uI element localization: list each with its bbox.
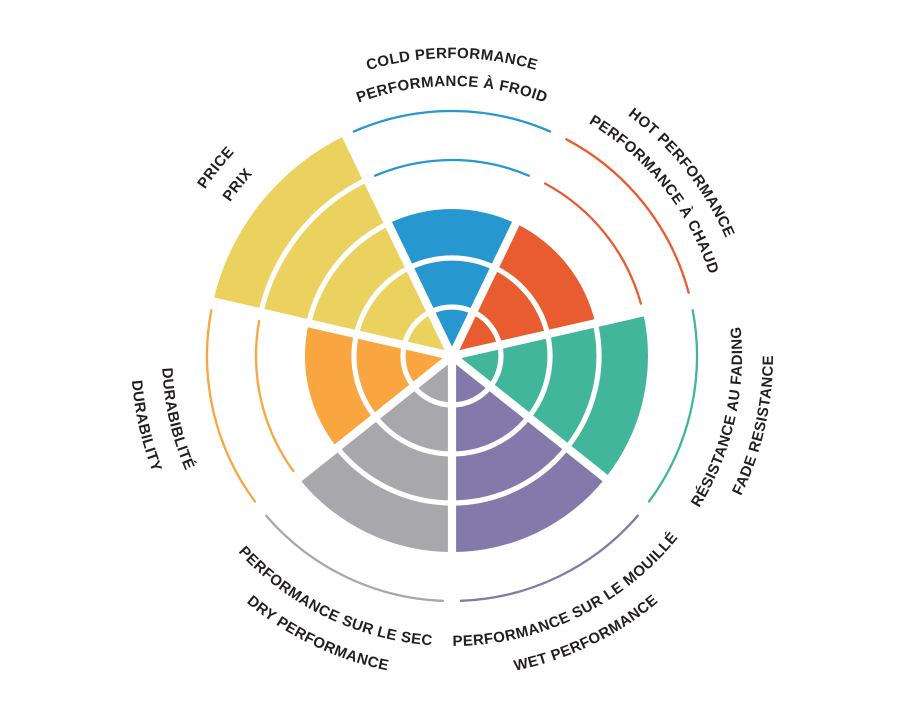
hot-performance-level-arc-4 xyxy=(543,182,643,305)
cold-performance-ring-separator-2 xyxy=(408,255,496,271)
wet-performance-ring-separator-3 xyxy=(451,446,569,506)
hot-performance-ring-separator-2 xyxy=(493,265,551,335)
spoke-2 xyxy=(451,295,699,360)
cold-performance-wedge xyxy=(388,209,516,356)
sector-spokes xyxy=(205,127,699,608)
spoke-3 xyxy=(449,352,652,517)
durability-label-line1: DURABIBLITÉ xyxy=(158,367,198,472)
durability-label-line2: DURABILITY xyxy=(128,379,165,474)
price-ring-separator-3 xyxy=(306,221,390,324)
durability-ring-separator-2 xyxy=(351,333,378,419)
dry-performance-level-arc-5 xyxy=(265,514,445,602)
price-label-line2: PRIX xyxy=(219,165,255,204)
cold-performance-level-arc-5 xyxy=(352,109,552,133)
wet-performance-wedge xyxy=(452,356,606,552)
fade-resistance-level-arc-5 xyxy=(647,309,699,503)
cold-performance-level-arc-4 xyxy=(374,158,530,177)
dry-performance-wedge xyxy=(298,356,452,552)
cold-performance-label-line2: PERFORMANCE À FROID xyxy=(354,73,550,106)
wet-performance-level-arc-5 xyxy=(459,514,639,602)
spoke-0 xyxy=(338,127,456,358)
durability-wedge xyxy=(305,323,452,448)
price-ring-separator-4 xyxy=(258,177,369,313)
dry-performance-ring-separator-3 xyxy=(335,446,453,506)
dry-performance-ring-separator-2 xyxy=(373,415,453,457)
cold-performance-label-line1: COLD PERFORMANCE xyxy=(364,45,539,74)
durability-level-arc-4 xyxy=(254,320,295,473)
price-wedge xyxy=(213,135,452,356)
durability-level-arc-5 xyxy=(205,309,257,503)
fade-resistance-ring-separator-2 xyxy=(526,333,553,419)
wet-performance-ring-separator-2 xyxy=(451,415,531,457)
spoke-5 xyxy=(252,352,455,517)
hot-performance-level-arc-5 xyxy=(565,138,690,294)
fade-resistance-ring-separator-3 xyxy=(564,322,602,450)
price-ring-separator-2 xyxy=(353,265,411,335)
spoke-1 xyxy=(448,127,566,358)
level-arcs xyxy=(205,109,699,602)
spoke-6 xyxy=(205,295,453,360)
